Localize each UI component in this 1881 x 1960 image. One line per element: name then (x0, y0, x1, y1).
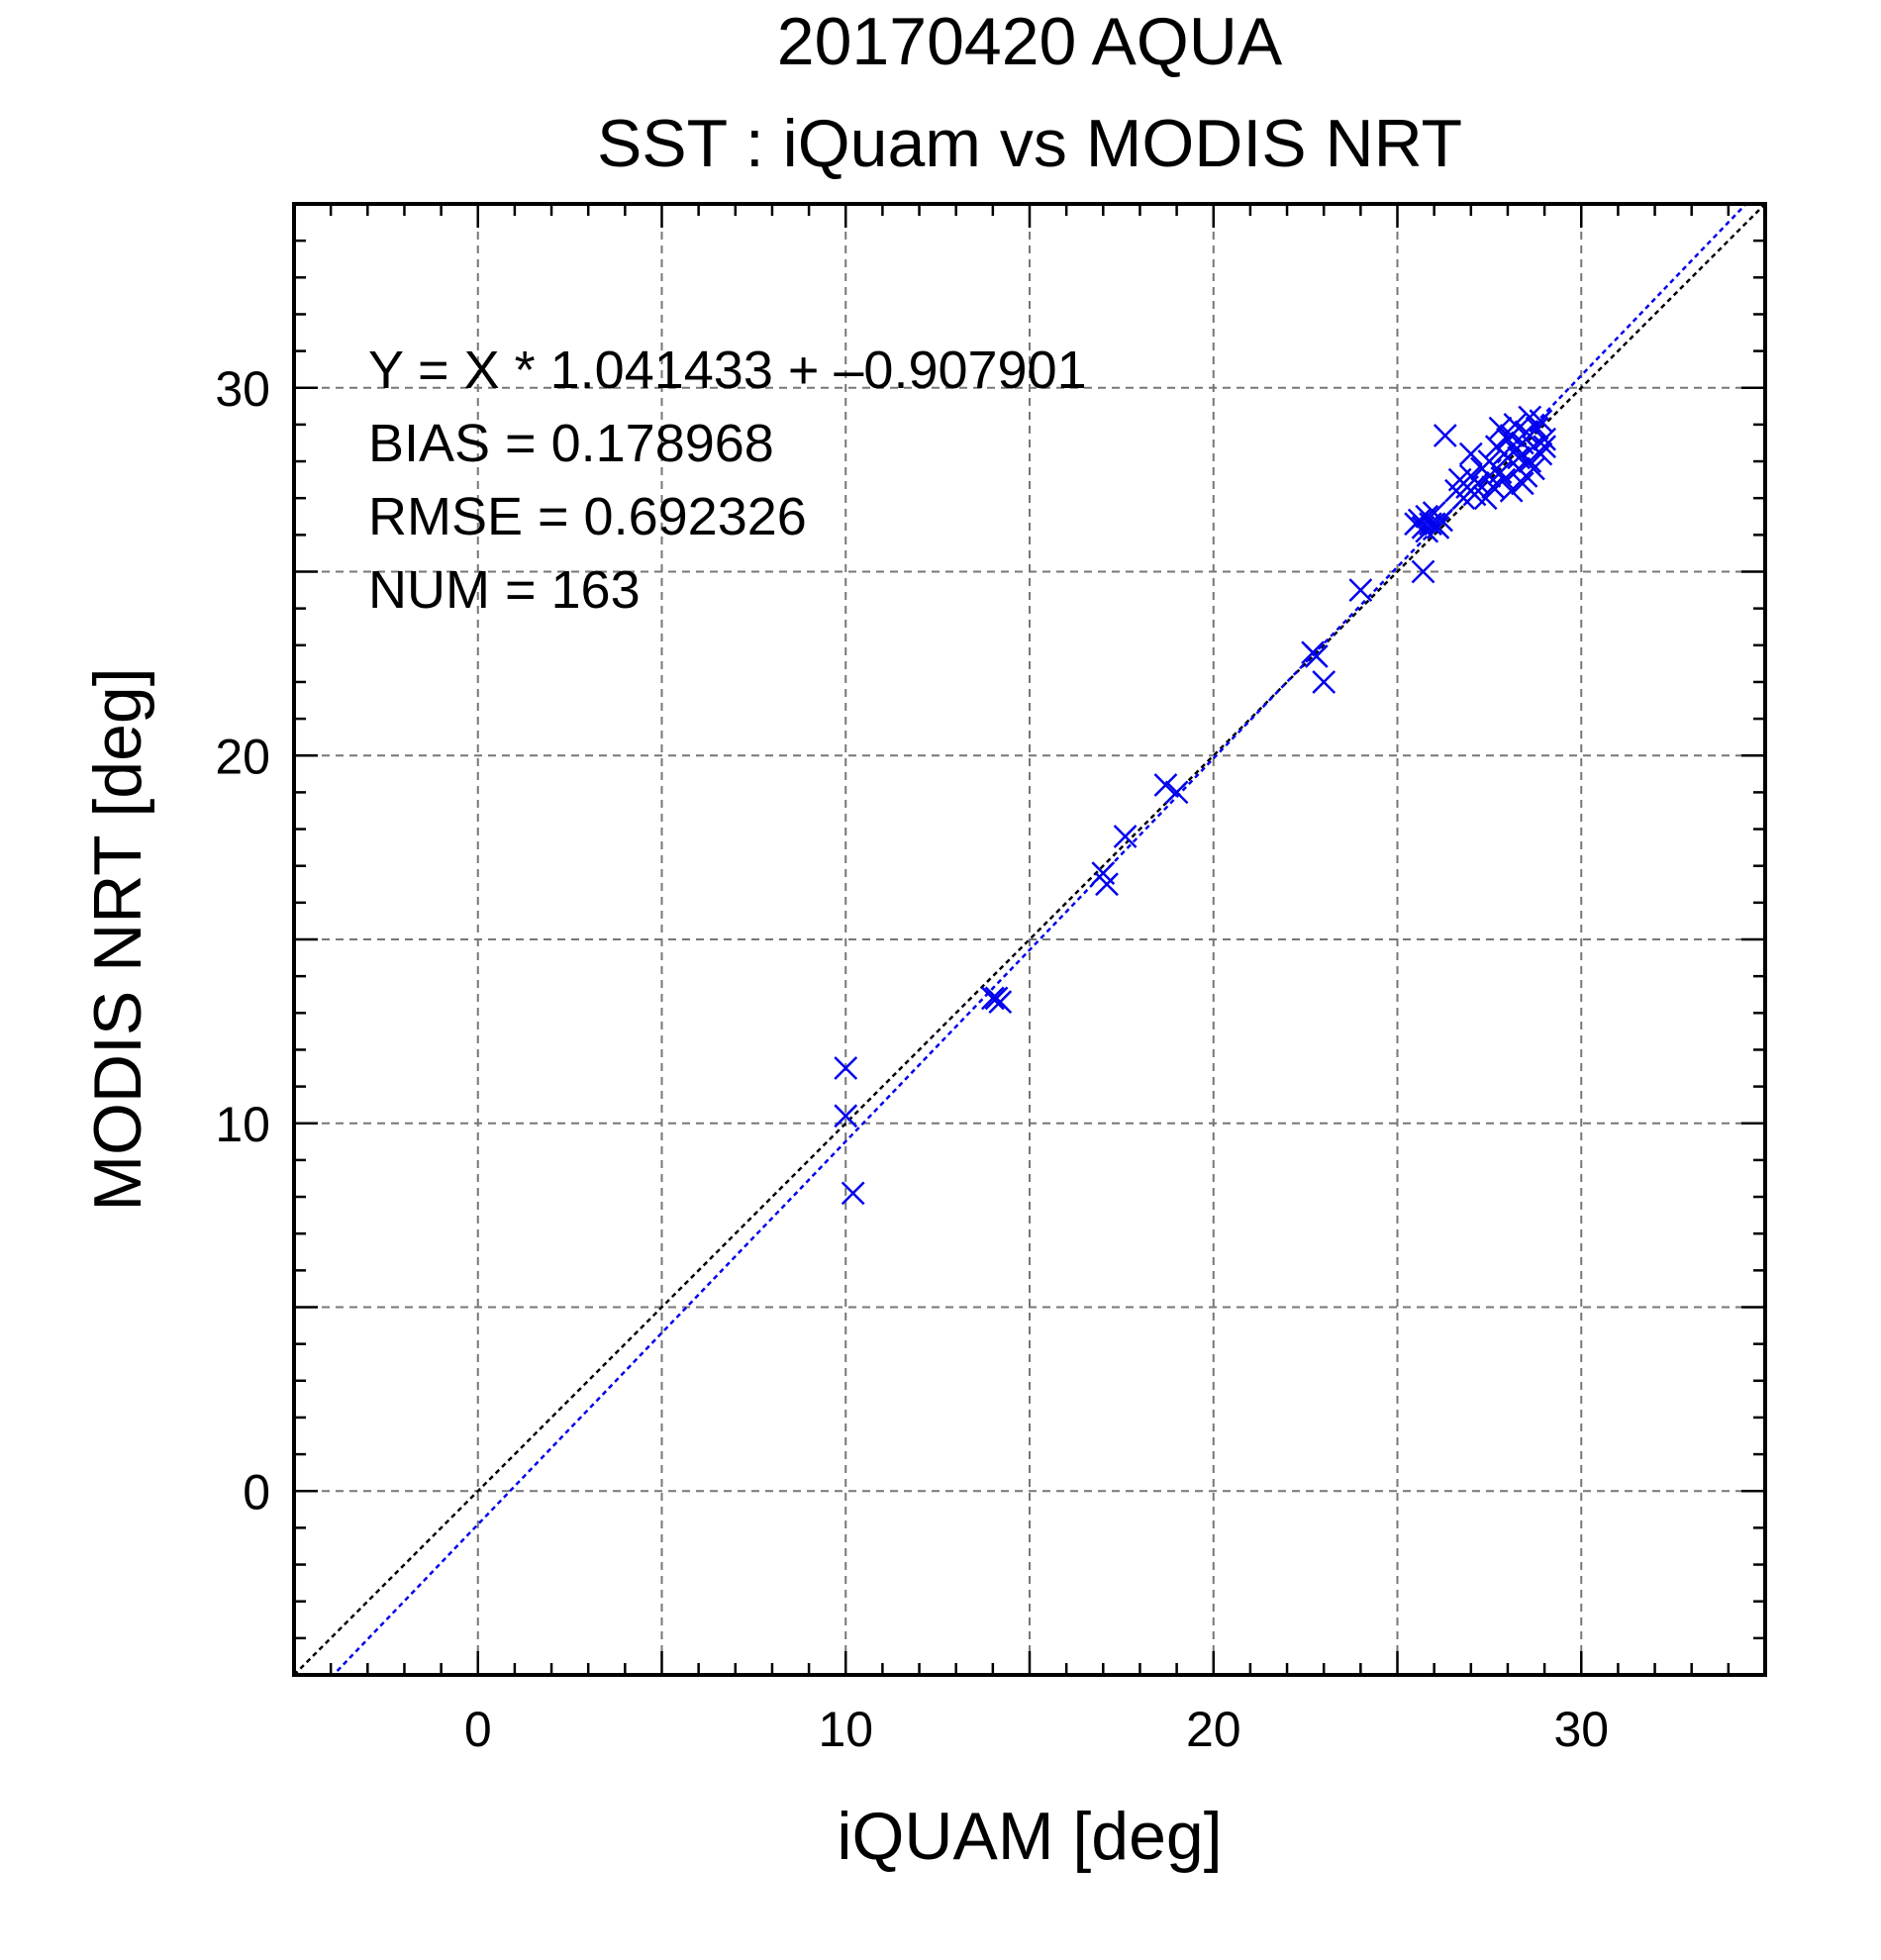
reference-lines (294, 204, 1765, 1675)
bias-stat: BIAS = 0.178968 (368, 414, 774, 473)
data-point (1525, 416, 1549, 441)
data-point (1507, 445, 1531, 470)
data-point (1473, 486, 1498, 511)
plot-frame (292, 202, 1767, 1677)
count-stat: NUM = 163 (368, 560, 641, 620)
data-point (1533, 427, 1556, 451)
regression-line (332, 204, 1748, 1675)
rmse-stat: RMSE = 0.692326 (368, 487, 807, 546)
data-point (1522, 456, 1545, 481)
y-tick-label: 30 (215, 361, 270, 417)
x-tick-label: 0 (464, 1702, 492, 1757)
data-point (1430, 508, 1453, 533)
chart-subtitle: SST : iQuam vs MODIS NRT (597, 106, 1462, 181)
data-point (1304, 644, 1329, 668)
x-tick-label: 10 (818, 1702, 873, 1757)
data-points (834, 405, 1556, 1206)
data-point (1164, 780, 1189, 805)
data-point (1348, 578, 1373, 602)
tick-labels: 0 10 20 30 0 10 20 30 (215, 361, 1609, 1757)
data-point (1411, 559, 1436, 584)
fit-equation: Y = X * 1.041433 + –0.907901 (368, 341, 1087, 400)
data-point (1312, 670, 1336, 694)
data-point (980, 986, 1005, 1011)
data-point (834, 1056, 858, 1080)
data-point (1433, 424, 1457, 447)
x-tick-label: 20 (1186, 1702, 1241, 1757)
data-point (1095, 872, 1119, 897)
data-point (1492, 441, 1517, 466)
y-axis-label: MODIS NRT [deg] (80, 667, 155, 1211)
data-point (1422, 512, 1446, 537)
grid (294, 204, 1765, 1675)
data-point (1499, 424, 1524, 447)
data-point (1488, 416, 1513, 441)
x-tick-label: 30 (1553, 1702, 1609, 1757)
y-tick-label: 20 (215, 729, 270, 784)
data-point (1481, 475, 1505, 499)
y-tick-label: 0 (243, 1464, 270, 1519)
data-point (988, 990, 1013, 1015)
data-point (1488, 460, 1513, 485)
x-axis-label: iQUAM [deg] (837, 1799, 1222, 1874)
data-point (1153, 773, 1178, 797)
y-tick-label: 10 (215, 1097, 270, 1152)
chart-title: 20170420 AQUA (777, 4, 1283, 79)
data-point (1113, 825, 1138, 848)
data-point (841, 1181, 865, 1206)
data-point (1529, 409, 1553, 434)
data-point (1510, 471, 1534, 496)
data-point (1492, 467, 1517, 492)
data-point (1466, 471, 1491, 496)
data-point (834, 1104, 858, 1128)
data-point (1458, 441, 1483, 466)
data-point (1533, 435, 1556, 459)
data-point (1529, 441, 1553, 466)
